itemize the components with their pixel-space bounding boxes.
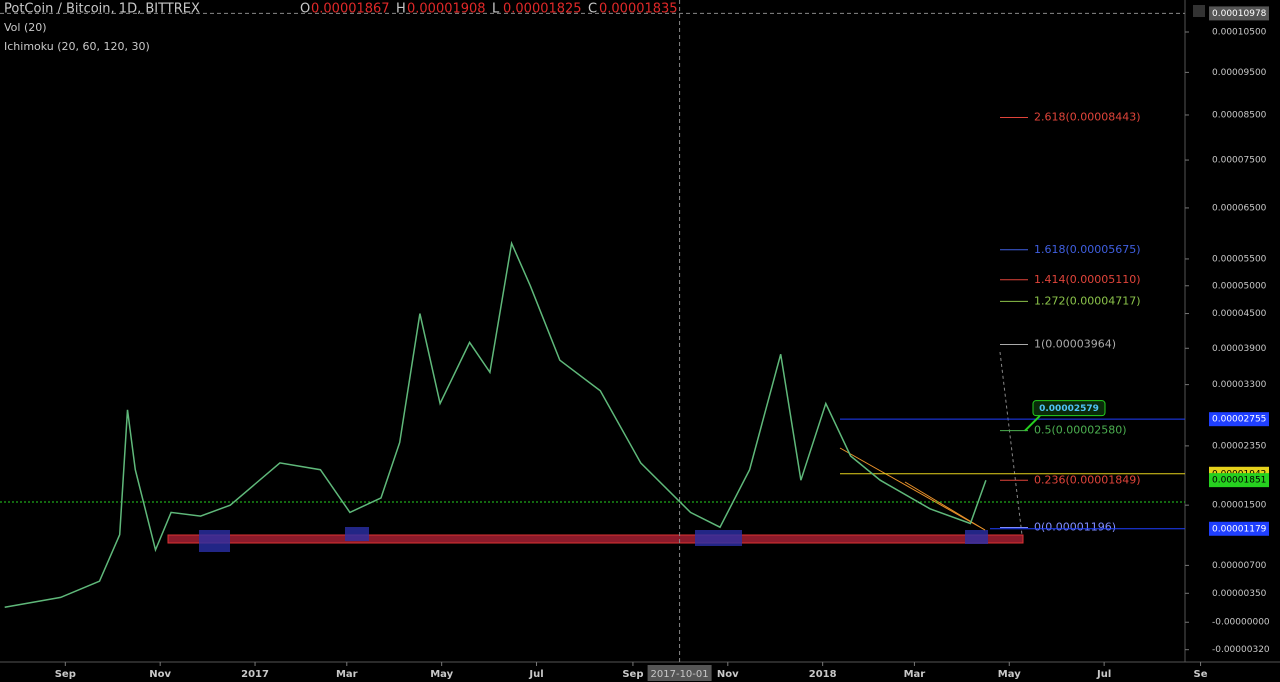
support-box [965, 530, 988, 544]
add-button[interactable] [1193, 5, 1205, 17]
ohlc-value: 0.00001867 [311, 2, 390, 17]
y-tick-label: -0.00000320 [1212, 645, 1270, 655]
price-tag [1209, 521, 1269, 536]
support-box [345, 527, 369, 541]
ohlc-key: L [492, 2, 500, 17]
support-box [199, 530, 230, 552]
y-tick-label: 0.00008500 [1212, 110, 1267, 120]
ohlc-value: 0.00001908 [407, 2, 486, 17]
fib-label: 1.414(0.00005110) [1034, 273, 1141, 286]
fib-label: 1(0.00003964) [1034, 337, 1116, 350]
indicator: Vol (20) [4, 21, 47, 34]
y-tick-label: 0.00003300 [1212, 380, 1267, 390]
ohlc-key: C [588, 2, 597, 17]
x-tick-label: May [430, 669, 453, 680]
support-zone [167, 534, 1024, 544]
y-tick-label: 0.00002350 [1212, 441, 1267, 451]
fib-label: 0.5(0.00002580) [1034, 424, 1127, 437]
price-tag-label: 0.00001851 [1212, 476, 1266, 486]
x-tick-label: Mar [904, 669, 926, 680]
fib-label: 0(0.00001196) [1034, 520, 1116, 533]
price-tag [1209, 473, 1269, 488]
symbol: PotCoin / Bitcoin, 1D, BITTREX [4, 2, 200, 17]
x-tick-label: 2018 [809, 669, 837, 680]
callout-pointer [1024, 414, 1041, 432]
fib-label: 1.618(0.00005675) [1034, 243, 1141, 256]
trend-line [839, 447, 986, 531]
fib-connector [999, 351, 1023, 536]
x-tick-label: Jul [528, 669, 543, 680]
y-tick-label: 0.00009500 [1212, 68, 1267, 78]
ohlc-key: H [396, 2, 406, 17]
y-tick-label: 0.00004500 [1212, 309, 1267, 319]
y-tick-label: 0.00001500 [1212, 501, 1267, 511]
y-tick-label: 0.00003900 [1212, 344, 1267, 354]
ohlc-value: 0.00001825 [503, 2, 582, 17]
indicator: Ichimoku (20, 60, 120, 30) [4, 40, 150, 53]
crosshair-y-tag [1209, 6, 1269, 21]
x-tick-label: Se [1194, 669, 1208, 680]
callout-label: 0.00002579 [1039, 404, 1099, 414]
y-tick-label: 0.00000700 [1212, 561, 1267, 571]
fib-label: 2.618(0.00008443) [1034, 110, 1141, 123]
price-tag [1209, 412, 1269, 427]
x-tick-label: Sep [622, 669, 643, 680]
support-box [695, 530, 742, 546]
y-tick-label: 0.00010500 [1212, 27, 1267, 37]
crosshair-y-label: 0.00010978 [1212, 9, 1267, 19]
crosshair-x-tag [647, 665, 712, 681]
y-tick-label: -0.00000000 [1212, 618, 1270, 628]
crosshair-x-label: 2017-10-01 [651, 669, 709, 680]
fib-label: 0.236(0.00001849) [1034, 473, 1141, 486]
x-tick-label: Nov [149, 669, 171, 680]
fib-label: 1.272(0.00004717) [1034, 294, 1141, 307]
x-tick-label: 2017 [241, 669, 269, 680]
x-tick-label: Sep [55, 669, 76, 680]
price-tag-label: 0.00002755 [1212, 415, 1266, 425]
x-tick-label: May [998, 669, 1021, 680]
ohlc-value: 0.00001835 [599, 2, 678, 17]
y-tick-label: 0.00005500 [1212, 254, 1267, 264]
callout-box [1032, 400, 1106, 417]
price-line-series [4, 240, 987, 608]
y-tick-label: 0.00006500 [1212, 203, 1267, 213]
y-tick-label: 0.00000350 [1212, 589, 1267, 599]
ohlc-key: O [300, 2, 310, 17]
x-tick-label: Mar [336, 669, 358, 680]
price-tag-label: 0.00001179 [1212, 524, 1267, 534]
y-tick-label: 0.00007500 [1212, 156, 1267, 166]
x-tick-label: Jul [1096, 669, 1111, 680]
x-tick-label: Nov [717, 669, 739, 680]
y-tick-label: 0.00005000 [1212, 281, 1267, 291]
